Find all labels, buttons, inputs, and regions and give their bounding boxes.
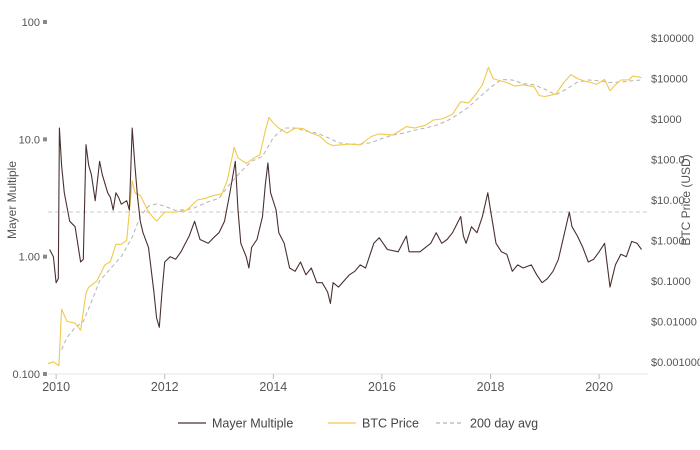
x-tick-label: 2014 <box>259 380 287 394</box>
axes-layer: Mayer Multiple BTC Price (USD) 100 10.0 1.… <box>5 17 700 394</box>
legend-label: Mayer Multiple <box>212 417 293 431</box>
y-right-tick-label: $0.01000 <box>651 316 697 328</box>
y-left-tick-mark <box>43 372 47 376</box>
legend-label: 200 day avg <box>470 417 538 431</box>
y-left-tick-mark <box>43 254 47 259</box>
series-line-mayer-multiple <box>49 127 642 328</box>
y-left-tick-label: 0.100 <box>12 369 40 381</box>
legend-item: 200 day avg <box>436 417 538 431</box>
x-tick-label: 2016 <box>368 380 396 394</box>
y-right-tick-label: $10.00 <box>651 195 685 207</box>
y-right-tick-label: $1.000 <box>651 235 685 247</box>
x-tick-label: 2018 <box>477 380 505 394</box>
y-axis-right-title: BTC Price (USD) <box>679 154 693 245</box>
y-left-tick-mark <box>43 137 47 142</box>
y-left-tick-label: 10.0 <box>19 134 40 146</box>
x-tick-label: 2010 <box>42 380 70 394</box>
x-tick-label: 2020 <box>585 380 613 394</box>
y-axis-left-title: Mayer Multiple <box>5 161 19 239</box>
y-right-tick-label: $0.1000 <box>651 276 691 288</box>
y-left-tick-label: 1.00 <box>19 252 40 264</box>
legend-label: BTC Price <box>362 417 419 431</box>
y-right-tick-label: $100.0 <box>651 154 685 166</box>
y-right-tick-label: $1000 <box>651 114 682 126</box>
y-right-tick-label: $10000 <box>651 74 688 86</box>
legend: Mayer Multiple BTC Price 200 day avg <box>178 417 538 431</box>
y-left-tick-label: 100 <box>22 17 40 29</box>
x-tick-label: 2012 <box>151 380 179 394</box>
y-right-tick-label: $100000 <box>651 33 694 45</box>
series-line-200-day-avg <box>61 79 642 350</box>
y-right-tick-label: $0.001000 <box>651 357 700 369</box>
legend-item: BTC Price <box>328 417 419 431</box>
series-layer <box>47 66 642 367</box>
y-left-tick-mark <box>43 20 47 24</box>
series-line-btc-price <box>47 66 642 367</box>
legend-item: Mayer Multiple <box>178 417 293 431</box>
